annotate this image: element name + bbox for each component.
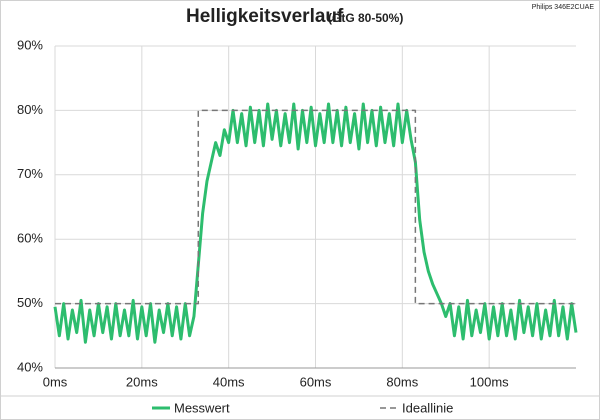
y-tick-label: 40% <box>17 359 43 374</box>
y-tick-label: 80% <box>17 102 43 117</box>
y-tick-label: 70% <box>17 166 43 181</box>
legend-label: Messwert <box>174 400 230 415</box>
x-tick-label: 0ms <box>43 374 68 389</box>
model-note: Philips 346E2CUAE <box>532 4 595 11</box>
y-tick-label: 50% <box>17 295 43 310</box>
chart-title: Helligkeitsverlauf <box>186 6 344 27</box>
x-tick-label: 60ms <box>300 374 332 389</box>
y-tick-label: 60% <box>17 231 43 246</box>
x-tick-label: 40ms <box>213 374 245 389</box>
legend-label: Ideallinie <box>402 400 453 415</box>
series-line <box>53 102 578 344</box>
series-line <box>55 109 576 305</box>
x-tick-label: 80ms <box>386 374 418 389</box>
x-tick-label: 20ms <box>126 374 158 389</box>
chart-subtitle: (GtG 80-50%) <box>328 11 403 25</box>
x-tick-label: 100ms <box>470 374 510 389</box>
y-tick-label: 90% <box>17 37 43 52</box>
